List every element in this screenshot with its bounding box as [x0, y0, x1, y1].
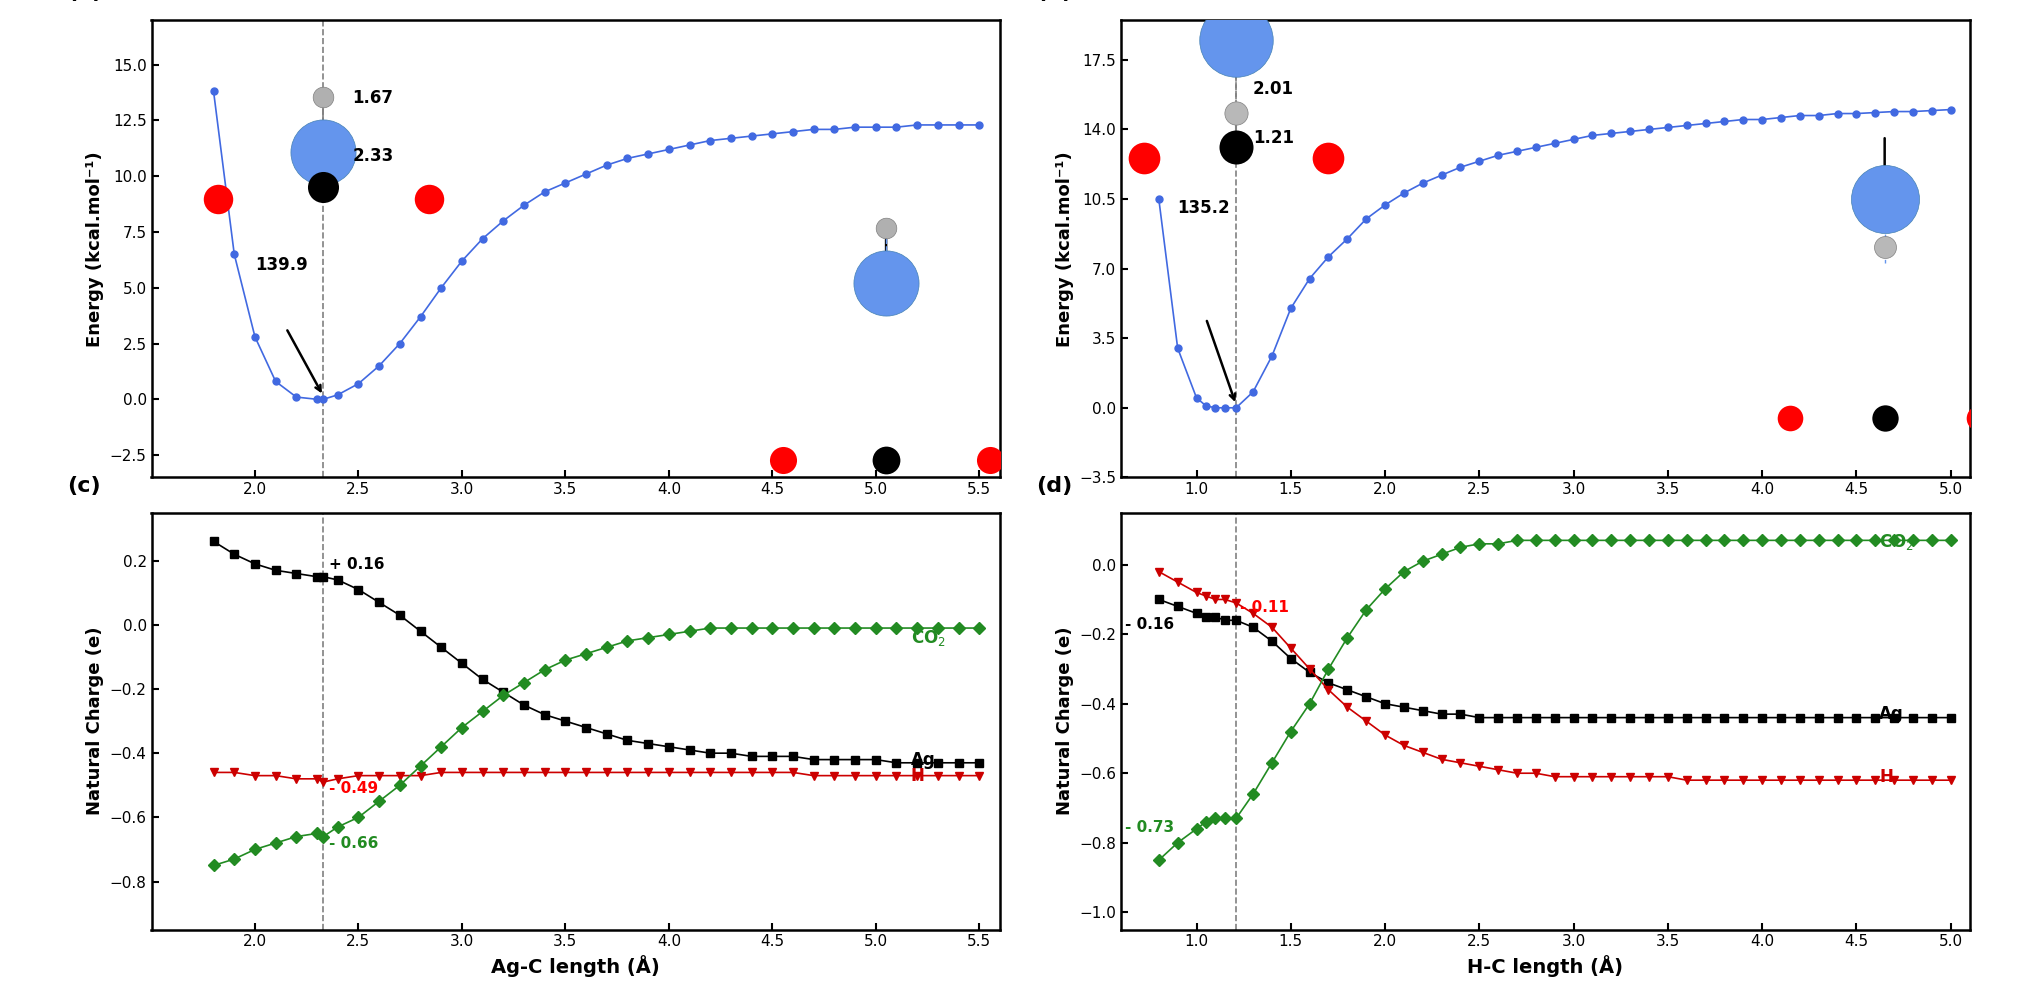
Text: 1.21: 1.21 [1252, 130, 1295, 148]
Text: - 0.11: - 0.11 [1240, 600, 1289, 615]
Point [307, 179, 339, 195]
Y-axis label: Natural Charge (e): Natural Charge (e) [1056, 627, 1075, 815]
Text: + 0.16: + 0.16 [329, 557, 386, 572]
Point [1127, 150, 1159, 166]
Text: (a): (a) [67, 0, 103, 2]
Text: (c): (c) [67, 475, 101, 495]
Point [1220, 105, 1252, 121]
Text: 139.9: 139.9 [255, 256, 307, 274]
Point [871, 219, 903, 235]
Point [1774, 410, 1806, 426]
Point [871, 275, 903, 291]
Point [871, 451, 903, 467]
X-axis label: Ag-C length (Å): Ag-C length (Å) [491, 955, 661, 977]
Text: 2.01: 2.01 [1252, 79, 1295, 97]
Text: CO$_2$: CO$_2$ [911, 628, 945, 647]
Text: Ag: Ag [1879, 706, 1903, 724]
Text: - 0.16: - 0.16 [1125, 617, 1174, 632]
Text: - 0.73: - 0.73 [1125, 820, 1174, 835]
Y-axis label: Energy (kcal.mol⁻¹): Energy (kcal.mol⁻¹) [1056, 151, 1075, 347]
Text: 135.2: 135.2 [1178, 199, 1230, 217]
Point [1868, 410, 1901, 426]
Point [766, 451, 798, 467]
Text: (b): (b) [1036, 0, 1073, 2]
Point [1220, 32, 1252, 48]
Point [307, 144, 339, 160]
Point [1220, 140, 1252, 156]
Point [202, 191, 234, 207]
Y-axis label: Natural Charge (e): Natural Charge (e) [87, 627, 105, 815]
Text: H: H [1879, 768, 1893, 786]
Point [1313, 150, 1345, 166]
X-axis label: H-C length (Å): H-C length (Å) [1467, 955, 1624, 977]
Text: - 0.66: - 0.66 [329, 836, 380, 851]
Text: (d): (d) [1036, 475, 1073, 495]
Text: H: H [911, 767, 925, 785]
Point [974, 451, 1006, 467]
Text: 2.33: 2.33 [351, 147, 394, 165]
Point [1868, 239, 1901, 255]
Point [1963, 410, 1996, 426]
Text: Ag: Ag [911, 751, 935, 769]
Y-axis label: Energy (kcal.mol⁻¹): Energy (kcal.mol⁻¹) [87, 151, 105, 347]
Point [307, 89, 339, 106]
Text: - 0.49: - 0.49 [329, 781, 378, 796]
Text: 1.67: 1.67 [351, 88, 394, 107]
Point [1868, 191, 1901, 207]
Point [412, 191, 444, 207]
Text: CO$_2$: CO$_2$ [1879, 532, 1913, 552]
